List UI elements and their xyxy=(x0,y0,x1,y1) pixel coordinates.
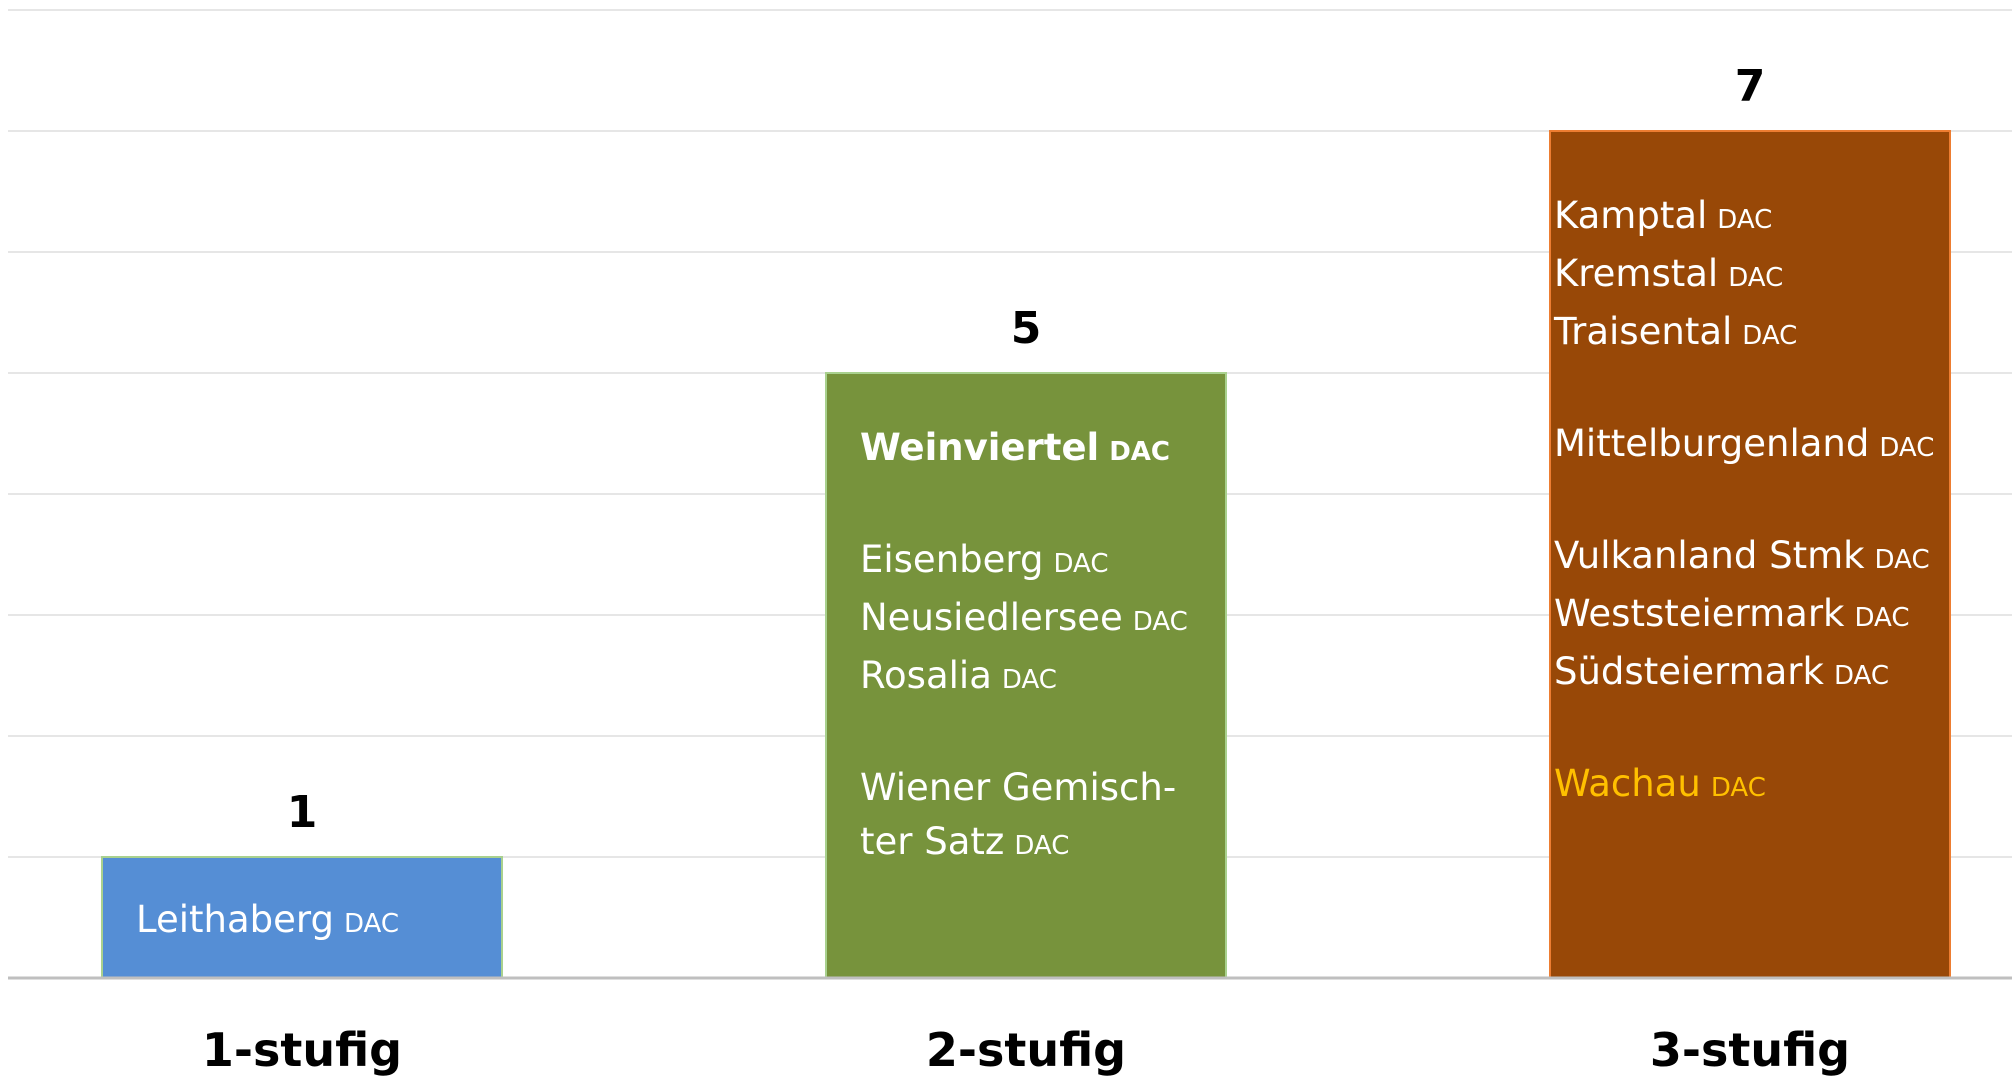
region-name: Weinviertel xyxy=(860,426,1100,469)
line-gap xyxy=(1554,703,1934,757)
wine-region-label: ter Satz DAC xyxy=(860,815,1188,873)
region-suffix: DAC xyxy=(1710,773,1766,803)
value-labels: 1 5 7 xyxy=(287,61,1766,838)
category-label: 1-stufig xyxy=(202,1023,402,1077)
category-label: 2-stufig xyxy=(926,1023,1126,1077)
bar-annotation-2-stufig: Weinviertel DAC Eisenberg DAC Neusiedlersee D… xyxy=(860,421,1188,873)
bars xyxy=(101,130,1951,979)
region-suffix: DAC xyxy=(1728,263,1784,293)
value-label: 1 xyxy=(287,787,318,838)
region-name: Südsteiermark xyxy=(1554,650,1824,693)
region-name: Vulkanland Stmk xyxy=(1554,534,1865,577)
region-name: Weststeiermark xyxy=(1554,592,1845,635)
wine-region-label: Traisental DAC xyxy=(1554,305,1934,363)
region-name: ter Satz xyxy=(860,820,1005,863)
wine-region-label: Vulkanland Stmk DAC xyxy=(1554,529,1934,587)
region-suffix: DAC xyxy=(1014,831,1070,861)
bar-2-stufig xyxy=(825,372,1227,979)
bar-annotation-3-stufig: Kamptal DAC Kremstal DAC Traisental DAC Mittel… xyxy=(1554,189,1934,815)
wine-region-label: Weststeiermark DAC xyxy=(1554,587,1934,645)
region-name: Wiener Gemisch- xyxy=(860,766,1177,809)
region-name: Traisental xyxy=(1554,310,1733,353)
region-name: Rosalia xyxy=(860,654,992,697)
line-gap xyxy=(1554,475,1934,529)
line-gap xyxy=(1554,363,1934,417)
region-name: Eisenberg xyxy=(860,538,1044,581)
region-suffix: DAC xyxy=(1717,205,1773,235)
region-name: Leithaberg xyxy=(136,898,334,941)
wine-region-label: Neusiedlersee DAC xyxy=(860,591,1188,649)
bar-3-stufig xyxy=(1549,130,1951,979)
region-name: Kremstal xyxy=(1554,252,1719,295)
wine-region-label: Leithaberg DAC xyxy=(136,893,399,951)
region-suffix: DAC xyxy=(1874,545,1930,575)
wine-region-label: Eisenberg DAC xyxy=(860,533,1188,591)
wine-region-label: Mittelburgenland DAC xyxy=(1554,417,1934,475)
wine-region-label: Rosalia DAC xyxy=(860,649,1188,707)
region-suffix: DAC xyxy=(1742,321,1798,351)
bar-1-stufig xyxy=(101,856,503,979)
wine-region-label: Wachau DAC xyxy=(1554,757,1934,815)
line-gap xyxy=(860,479,1188,533)
region-name: Kamptal xyxy=(1554,194,1708,237)
wine-region-label: Wiener Gemisch- xyxy=(860,761,1188,815)
region-name: Mittelburgenland xyxy=(1554,422,1870,465)
bar-annotation-1-stufig: Leithaberg DAC xyxy=(136,893,399,951)
wine-region-label: Kremstal DAC xyxy=(1554,247,1934,305)
region-suffix: DAC xyxy=(1053,549,1109,579)
value-label: 7 xyxy=(1735,61,1766,112)
region-suffix: DAC xyxy=(1833,661,1889,691)
region-suffix: DAC xyxy=(1001,665,1057,695)
region-suffix: DAC xyxy=(1109,437,1171,467)
wine-region-label: Südsteiermark DAC xyxy=(1554,645,1934,703)
category-labels: 1-stufig 2-stufig 3-stufig xyxy=(202,1023,1850,1077)
line-gap xyxy=(860,707,1188,761)
region-suffix: DAC xyxy=(1132,607,1188,637)
region-name: Neusiedlersee xyxy=(860,596,1123,639)
region-suffix: DAC xyxy=(343,909,399,939)
wine-region-label: Weinviertel DAC xyxy=(860,421,1188,479)
category-label: 3-stufig xyxy=(1650,1023,1850,1077)
value-label: 5 xyxy=(1011,303,1042,354)
region-suffix: DAC xyxy=(1854,603,1910,633)
region-suffix: DAC xyxy=(1879,433,1935,463)
region-name: Wachau xyxy=(1554,762,1701,805)
wine-region-label: Kamptal DAC xyxy=(1554,189,1934,247)
